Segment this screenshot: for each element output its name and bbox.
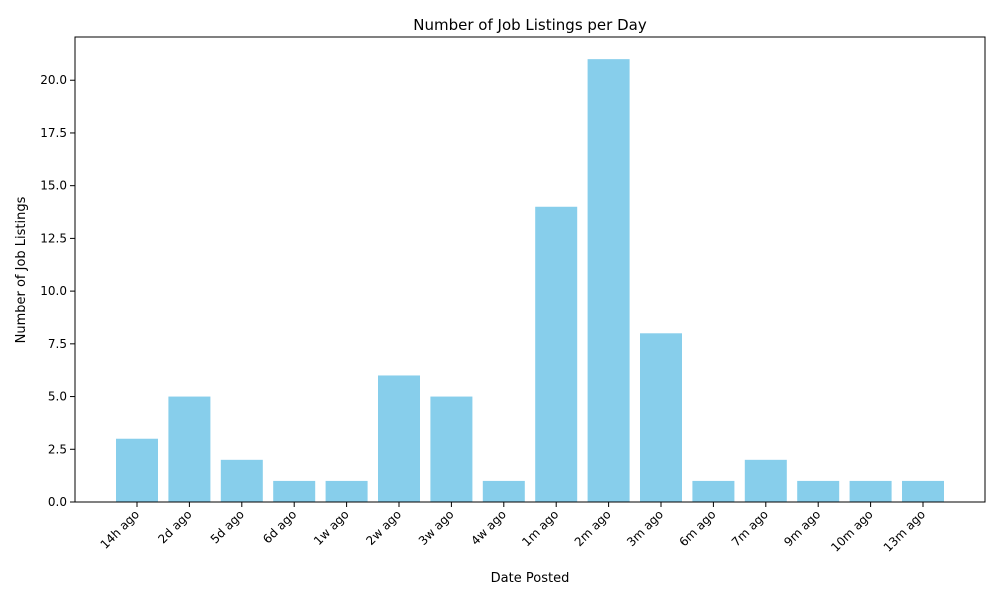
bar-11 (692, 480, 735, 502)
x-tick-label-12: 7m ago (729, 507, 771, 549)
x-axis-label: Date Posted (491, 571, 570, 586)
y-tick-label-6: 15.0 (40, 179, 67, 193)
x-tick-label-3: 6d ago (260, 507, 299, 546)
bar-9 (587, 59, 630, 503)
x-tick-label-8: 1m ago (519, 507, 561, 549)
bar-0 (116, 438, 158, 502)
x-tick-label-7: 4w ago (468, 507, 509, 548)
y-tick-label-4: 10.0 (40, 284, 67, 298)
x-tick-label-2: 5d ago (208, 507, 247, 546)
x-tick-label-10: 3m ago (624, 507, 666, 549)
bar-7 (482, 480, 525, 502)
bar-8 (535, 206, 578, 502)
x-tick-label-13: 9m ago (781, 507, 823, 549)
y-tick-label-1: 2.5 (48, 442, 67, 456)
chart-title: Number of Job Listings per Day (413, 16, 647, 34)
y-axis: 0.0 2.5 5.0 7.5 10.0 12.5 15.0 17.5 20.0 (40, 73, 75, 509)
x-tick-label-15: 13m ago (881, 507, 928, 554)
y-tick-label-7: 17.5 (40, 126, 67, 140)
x-axis: 14h ago 2d ago 5d ago 6d ago 1w ago 2w ago 3w … (98, 502, 928, 555)
x-tick-label-6: 3w ago (416, 507, 457, 548)
bar-13 (797, 480, 840, 502)
x-tick-label-14: 10m ago (828, 507, 875, 554)
x-tick-label-1: 2d ago (155, 507, 194, 546)
plot-frame (74, 36, 986, 503)
y-tick-label-8: 20.0 (40, 73, 67, 87)
bar-15 (902, 480, 944, 502)
x-tick-label-5: 2w ago (363, 507, 404, 548)
bar-5 (378, 375, 420, 502)
x-tick-label-0: 14h ago (98, 507, 143, 552)
bar-3 (273, 480, 316, 502)
x-tick-label-4: 1w ago (311, 507, 352, 548)
y-tick-label-0: 0.0 (48, 495, 67, 509)
y-tick-label-5: 12.5 (40, 231, 67, 245)
y-tick-label-3: 7.5 (48, 337, 67, 351)
bar-10 (640, 333, 682, 502)
y-axis-label: Number of Job Listings (14, 196, 29, 343)
y-tick-label-2: 5.0 (48, 390, 67, 404)
x-tick-label-9: 2m ago (572, 507, 614, 549)
bar-14 (849, 480, 892, 502)
bars-group (116, 59, 944, 503)
x-tick-label-11: 6m ago (676, 507, 718, 549)
bar-6 (430, 396, 473, 502)
bar-1 (168, 396, 211, 502)
bar-2 (220, 459, 263, 502)
bar-4 (325, 480, 368, 502)
bar-12 (744, 459, 787, 502)
